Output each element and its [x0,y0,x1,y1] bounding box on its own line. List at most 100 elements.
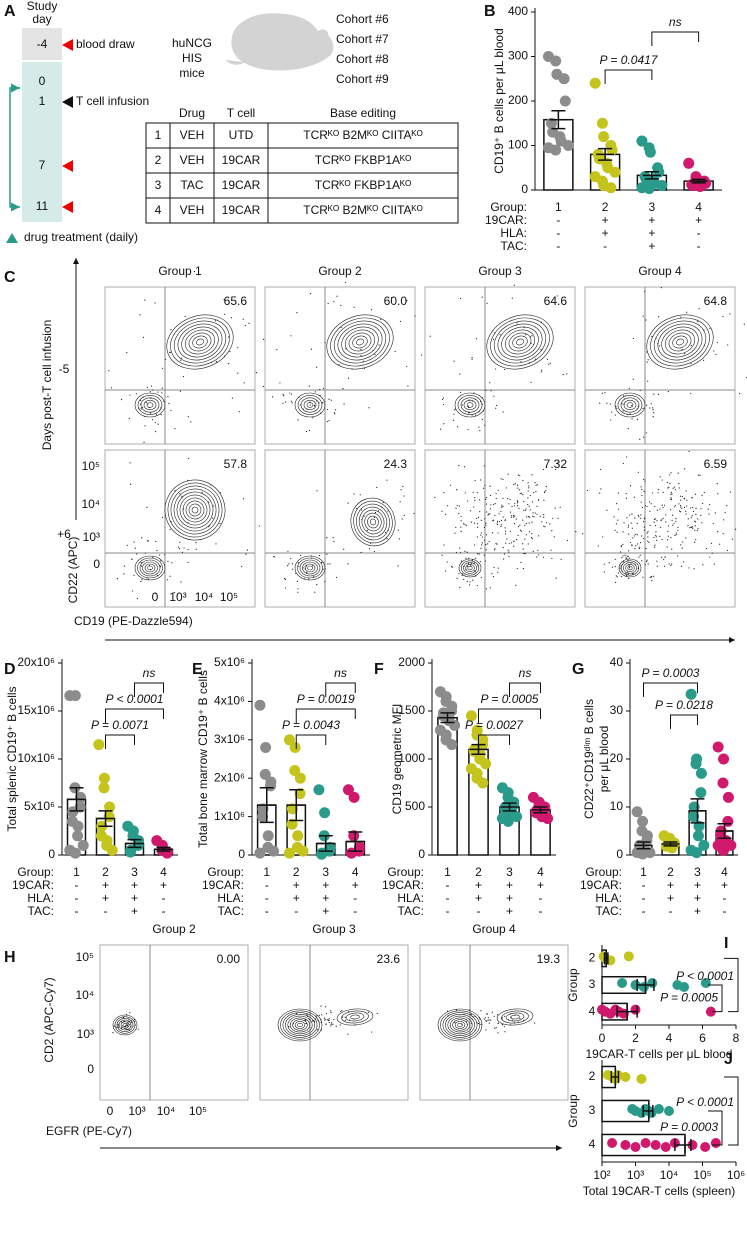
event-dot [314,391,317,393]
label: 0 [152,590,159,604]
label: + [352,878,359,892]
event-dot [399,320,402,322]
event-dot [543,514,545,516]
event-dot [131,558,133,560]
event-dot [506,538,508,540]
event-dot [480,534,482,536]
event-dot [600,468,602,470]
label: 57.8 [224,457,248,471]
event-dot [670,472,672,474]
data-point [630,1142,641,1152]
event-dot [708,513,710,515]
event-dot [656,509,658,511]
label: 0 [39,74,46,88]
plot-frame [99,944,249,1101]
event-dot [497,532,499,534]
plot-frame [264,286,416,445]
label: 1000 [398,751,425,765]
event-dot [697,527,699,530]
event-dot [687,518,689,520]
significance-bracket [670,714,698,729]
data-point [342,784,354,796]
event-dot [403,495,405,497]
event-dot [627,524,630,526]
contour [166,314,234,370]
contour [116,1018,134,1032]
event-dot [631,527,633,529]
event-dot [316,1015,318,1017]
event-dot [496,543,498,545]
event-dot [703,491,705,494]
event-dot [402,485,404,488]
event-dot [170,409,172,412]
event-dot [290,400,292,402]
event-dot [670,498,672,500]
data-point [254,699,266,711]
event-dot [695,538,697,541]
event-dot [485,1029,487,1031]
label: Total splenic CD19⁺ B cells [5,686,19,831]
event-dot [490,504,492,506]
event-dot [625,575,628,577]
label: Group 2 [152,922,196,936]
error-bar [96,810,115,827]
event-dot [495,368,497,370]
event-dot [631,405,633,407]
event-dot [458,465,460,467]
label: - [75,878,79,892]
event-dot [276,349,278,351]
event-dot [407,385,409,387]
label: - [556,226,560,240]
event-dot [324,1019,326,1021]
label: Cohort #7 [336,32,389,46]
contour [176,491,214,529]
event-dot [663,558,665,561]
event-dot [613,516,615,518]
contour [627,565,633,571]
event-dot [481,418,484,421]
event-dot [238,411,241,413]
data-point [562,140,574,151]
event-dot [515,584,517,586]
plot-frame [104,286,256,445]
label: 4 [160,865,167,879]
label: 10⁴ [81,497,100,511]
event-dot [653,393,655,395]
event-dot [536,484,538,486]
event-dot [312,417,314,419]
event-dot [470,1013,472,1016]
label: Group 3 [478,264,522,278]
contour [348,332,372,352]
event-dot [722,533,724,535]
event-dot [678,487,680,489]
event-dot [443,423,445,425]
label: 1x10⁶ [214,809,245,823]
contour [496,1008,534,1026]
event-dot [614,558,616,560]
event-dot [117,1026,120,1028]
event-dot [305,1023,307,1025]
event-dot [160,413,162,416]
event-dot [531,532,533,535]
data-point [283,734,295,746]
data-point [558,73,570,85]
event-dot [497,571,499,573]
event-dot [495,492,497,495]
label: blood draw [76,37,135,51]
event-dot [460,530,462,532]
event-dot [140,408,142,410]
data-point [465,710,477,722]
label: 10³ [169,590,186,604]
event-dot [490,1019,492,1021]
event-dot [717,493,719,495]
event-dot [488,1019,490,1021]
event-dot [489,513,491,515]
significance-bracket [708,1110,723,1146]
event-dot [531,521,533,523]
label: 3 [131,865,138,879]
event-dot [611,411,613,413]
event-dot [555,468,557,471]
event-dot [640,517,642,519]
data-point [705,1006,716,1017]
event-dot [616,576,618,578]
